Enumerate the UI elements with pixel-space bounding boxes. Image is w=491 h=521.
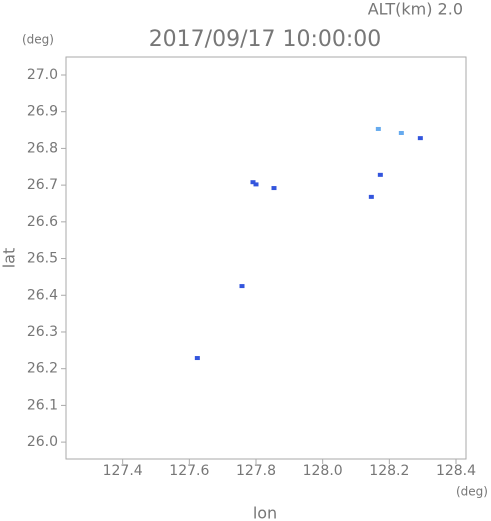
y-tick-label: 26.8 bbox=[27, 140, 58, 156]
chart-title: 2017/09/17 10:00:00 bbox=[149, 27, 382, 52]
x-tick-label: 127.6 bbox=[169, 463, 209, 479]
point bbox=[417, 136, 423, 141]
y-tick-label: 27.0 bbox=[27, 67, 58, 83]
x-tick-label: 127.4 bbox=[103, 463, 143, 479]
point bbox=[194, 356, 200, 361]
point bbox=[377, 172, 383, 177]
point bbox=[250, 180, 256, 185]
altitude-label: ALT(km) 2.0 bbox=[368, 0, 463, 19]
x-tick-label: 128.4 bbox=[436, 463, 476, 479]
plot-frame bbox=[65, 56, 467, 460]
y-unit: (deg) bbox=[22, 33, 54, 47]
y-axis-label: lat bbox=[0, 248, 19, 269]
x-axis-label: lon bbox=[253, 504, 277, 521]
y-tick-label: 26.2 bbox=[27, 361, 58, 377]
x-tick-label: 128.0 bbox=[303, 463, 343, 479]
x-unit: (deg) bbox=[456, 485, 488, 499]
point bbox=[239, 284, 245, 289]
point bbox=[398, 130, 404, 135]
x-tick-label: 128.2 bbox=[369, 463, 409, 479]
y-tick-label: 26.3 bbox=[27, 324, 58, 340]
y-tick-label: 26.5 bbox=[27, 251, 58, 267]
point bbox=[271, 186, 277, 191]
point bbox=[253, 182, 259, 187]
y-tick-label: 26.0 bbox=[27, 434, 58, 450]
point bbox=[368, 194, 374, 199]
point bbox=[375, 126, 381, 131]
y-tick-label: 26.6 bbox=[27, 214, 58, 230]
x-tick-label: 127.8 bbox=[236, 463, 276, 479]
y-tick-label: 26.9 bbox=[27, 104, 58, 120]
y-tick-label: 26.1 bbox=[27, 397, 58, 413]
y-tick-label: 26.4 bbox=[27, 287, 58, 303]
y-tick-label: 26.7 bbox=[27, 177, 58, 193]
